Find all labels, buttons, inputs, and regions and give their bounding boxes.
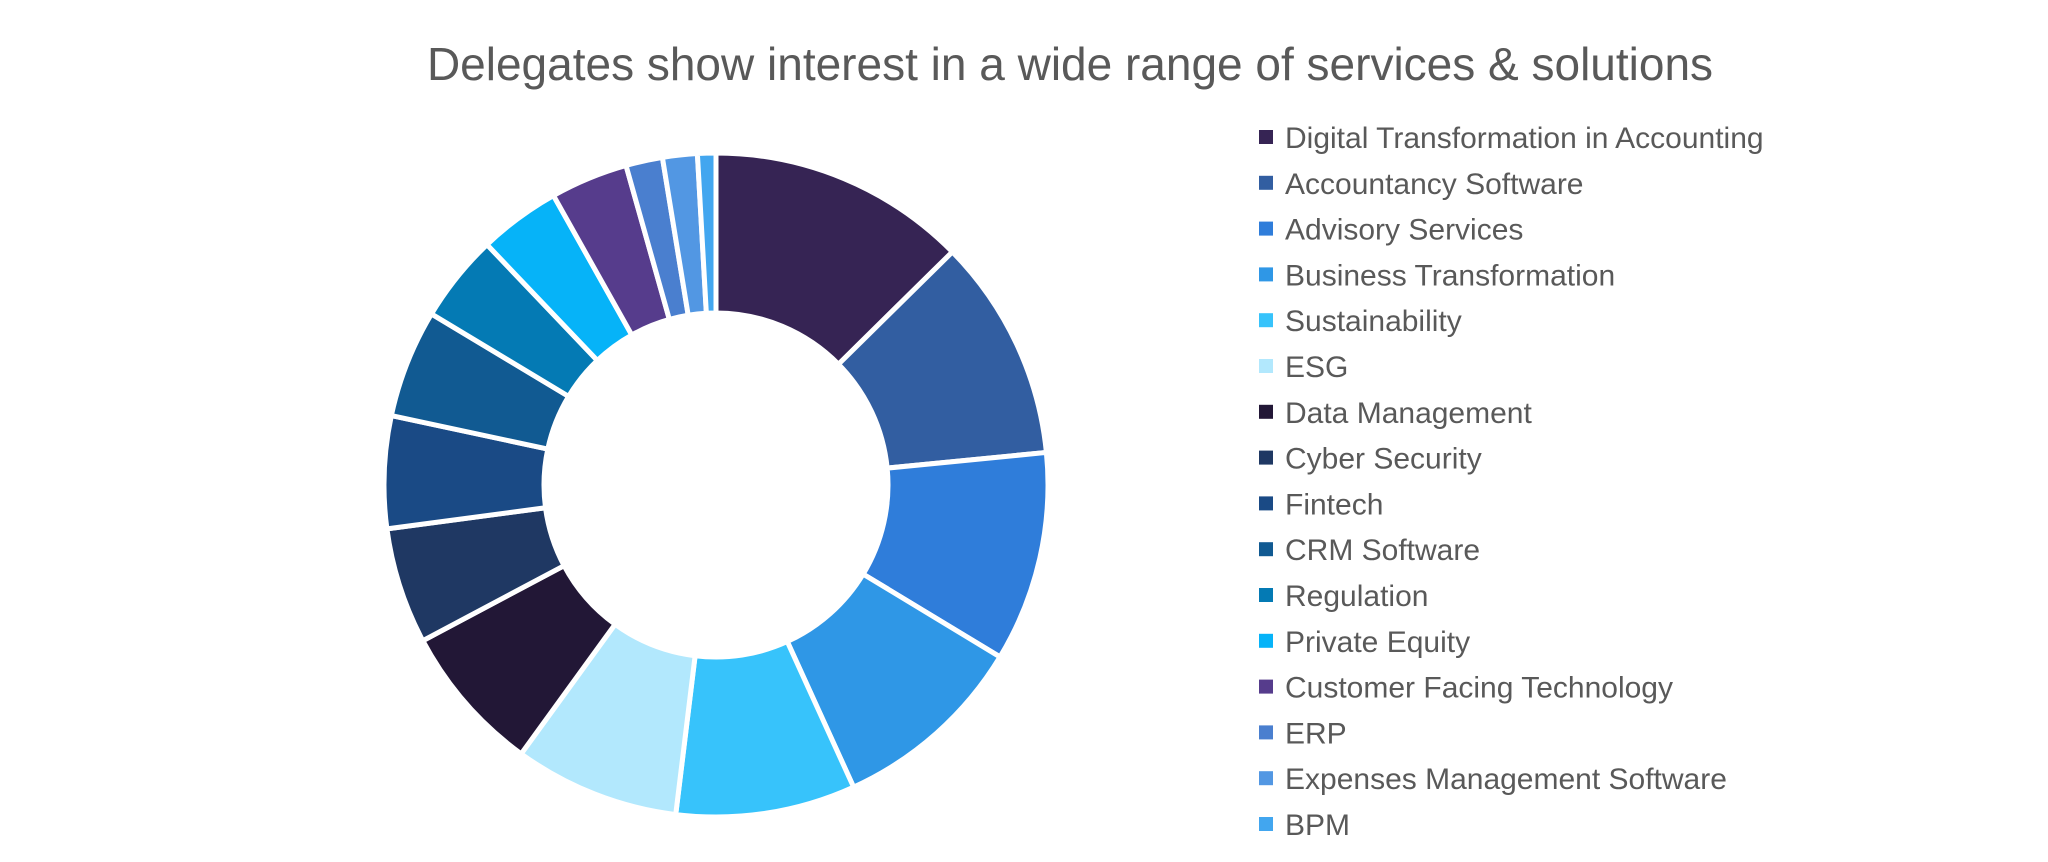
legend-label: Customer Facing Technology: [1285, 672, 1673, 705]
legend-label: CRM Software: [1285, 534, 1480, 567]
legend-swatch: [1259, 725, 1273, 740]
legend-label: BPM: [1285, 809, 1350, 842]
legend: Digital Transformation in Accounting Acco…: [1259, 122, 1764, 842]
legend-item-digital-transformation-in-accounting: Digital Transformation in Accounting: [1259, 122, 1764, 155]
legend-swatch: [1259, 267, 1273, 282]
legend-swatch: [1259, 771, 1273, 786]
legend-item-data-management: Data Management: [1259, 397, 1532, 430]
legend-label: Private Equity: [1285, 626, 1470, 659]
legend-label: ERP: [1285, 717, 1347, 750]
legend-item-private-equity: Private Equity: [1259, 626, 1470, 659]
legend-swatch: [1259, 404, 1273, 419]
legend-swatch: [1259, 679, 1273, 694]
legend-label: ESG: [1285, 351, 1348, 384]
slice-digital-transformation-in-accounting: [713, 150, 955, 367]
legend-label: Data Management: [1285, 397, 1532, 430]
legend-label: Sustainability: [1285, 305, 1462, 338]
legend-swatch: [1259, 588, 1273, 602]
legend-label: Accountancy Software: [1285, 168, 1584, 201]
legend-label: Regulation: [1285, 580, 1428, 613]
legend-swatch: [1259, 313, 1273, 328]
legend-swatch: [1259, 817, 1273, 831]
legend-item-regulation: Regulation: [1259, 580, 1428, 613]
legend-item-advisory-services: Advisory Services: [1259, 214, 1523, 247]
legend-label: Digital Transformation in Accounting: [1285, 122, 1764, 155]
legend-item-esg: ESG: [1259, 351, 1348, 384]
legend-swatch: [1259, 542, 1273, 557]
legend-item-erp: ERP: [1259, 717, 1347, 750]
chart-title: Delegates show interest in a wide range …: [427, 38, 1713, 90]
legend-item-sustainability: Sustainability: [1259, 305, 1462, 338]
slice-bpm: [694, 150, 719, 316]
legend-swatch: [1259, 175, 1273, 190]
legend-swatch: [1259, 496, 1273, 511]
legend-item-accountancy-software: Accountancy Software: [1259, 168, 1584, 201]
legend-item-expenses-management-software: Expenses Management Software: [1259, 763, 1727, 796]
legend-label: Business Transformation: [1285, 259, 1615, 292]
legend-item-business-transformation: Business Transformation: [1259, 259, 1615, 292]
legend-label: Expenses Management Software: [1285, 763, 1727, 796]
legend-swatch: [1259, 359, 1273, 373]
legend-swatch: [1259, 130, 1273, 144]
legend-swatch: [1259, 221, 1273, 236]
legend-label: Fintech: [1285, 488, 1383, 521]
legend-swatch: [1259, 450, 1273, 465]
legend-label: Cyber Security: [1285, 443, 1482, 476]
legend-item-crm-software: CRM Software: [1259, 534, 1480, 567]
legend-swatch: [1259, 633, 1273, 648]
legend-item-customer-facing-technology: Customer Facing Technology: [1259, 672, 1673, 705]
legend-label: Advisory Services: [1285, 214, 1523, 247]
doughnut-slices: [381, 150, 1051, 820]
legend-item-bpm: BPM: [1259, 809, 1350, 842]
legend-item-fintech: Fintech: [1259, 488, 1383, 521]
legend-item-cyber-security: Cyber Security: [1259, 443, 1482, 476]
